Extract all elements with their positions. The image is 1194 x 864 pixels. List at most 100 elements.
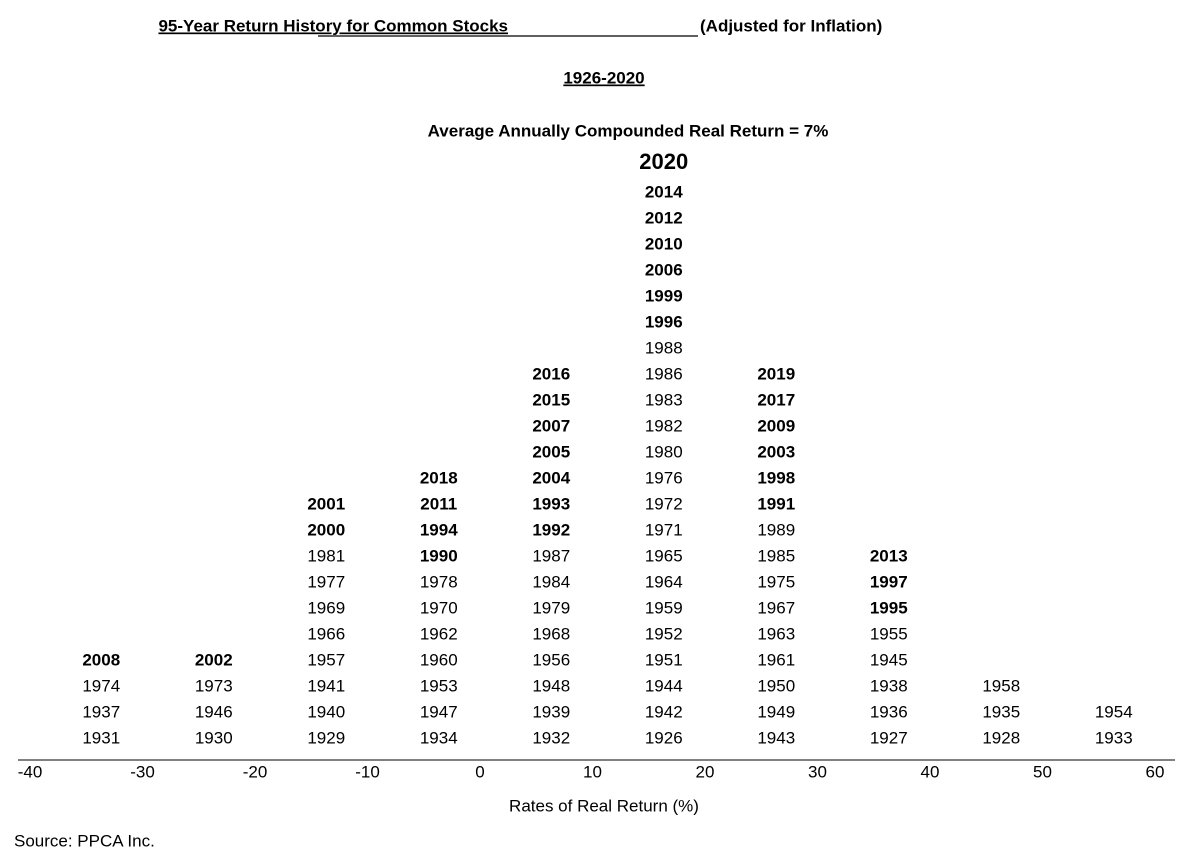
year-label: 1980 bbox=[645, 442, 683, 461]
year-label: 2018 bbox=[420, 468, 458, 487]
year-label: 1948 bbox=[532, 676, 570, 695]
year-label: 1945 bbox=[870, 650, 908, 669]
year-label: 2019 bbox=[757, 364, 795, 383]
year-label: 1958 bbox=[982, 676, 1020, 695]
year-label: 1961 bbox=[757, 650, 795, 669]
year-label: 1933 bbox=[1095, 728, 1133, 747]
year-label: 2003 bbox=[757, 442, 795, 461]
year-label: 1957 bbox=[307, 650, 345, 669]
year-label: 1995 bbox=[870, 598, 908, 617]
year-label: 1928 bbox=[982, 728, 1020, 747]
year-label: 1932 bbox=[532, 728, 570, 747]
year-label: 1997 bbox=[870, 572, 908, 591]
year-label: 1963 bbox=[757, 624, 795, 643]
x-axis-label: Rates of Real Return (%) bbox=[509, 796, 699, 815]
x-tick-label: 30 bbox=[808, 762, 827, 781]
year-label: 1960 bbox=[420, 650, 458, 669]
x-tick-label: 50 bbox=[1033, 762, 1052, 781]
year-label: 1927 bbox=[870, 728, 908, 747]
year-label: 1934 bbox=[420, 728, 458, 747]
x-tick-label: -30 bbox=[130, 762, 155, 781]
year-label: 2002 bbox=[195, 650, 233, 669]
year-label: 2012 bbox=[645, 208, 683, 227]
year-label: 1998 bbox=[757, 468, 795, 487]
x-tick-label: -40 bbox=[18, 762, 43, 781]
year-label: 1984 bbox=[532, 572, 570, 591]
year-label: 1930 bbox=[195, 728, 233, 747]
subtitle: Average Annually Compounded Real Return … bbox=[428, 121, 829, 140]
year-label: 1985 bbox=[757, 546, 795, 565]
year-label: 1974 bbox=[82, 676, 120, 695]
year-label: 1983 bbox=[645, 390, 683, 409]
x-tick-label: 60 bbox=[1146, 762, 1165, 781]
year-label: 2009 bbox=[757, 416, 795, 435]
year-label: 1952 bbox=[645, 624, 683, 643]
year-label: 1971 bbox=[645, 520, 683, 539]
year-label: 1964 bbox=[645, 572, 683, 591]
year-label: 1989 bbox=[757, 520, 795, 539]
period: 1926-2020 bbox=[563, 68, 644, 87]
year-label: 1992 bbox=[532, 520, 570, 539]
year-label: 1962 bbox=[420, 624, 458, 643]
year-label: 1973 bbox=[195, 676, 233, 695]
year-label: 2016 bbox=[532, 364, 570, 383]
year-label: 1972 bbox=[645, 494, 683, 513]
year-label: 1931 bbox=[82, 728, 120, 747]
year-label: 2010 bbox=[645, 234, 683, 253]
year-label: 1954 bbox=[1095, 702, 1133, 721]
year-label: 1967 bbox=[757, 598, 795, 617]
year-label: 2017 bbox=[757, 390, 795, 409]
year-label: 1970 bbox=[420, 598, 458, 617]
year-label: 1994 bbox=[420, 520, 458, 539]
year-label: 1999 bbox=[645, 286, 683, 305]
year-label: 1959 bbox=[645, 598, 683, 617]
year-label: 1929 bbox=[307, 728, 345, 747]
year-label: 1926 bbox=[645, 728, 683, 747]
x-tick-label: -10 bbox=[355, 762, 380, 781]
year-label: 2008 bbox=[82, 650, 120, 669]
year-label: 2006 bbox=[645, 260, 683, 279]
year-label: 1988 bbox=[645, 338, 683, 357]
year-label: 2000 bbox=[307, 520, 345, 539]
year-label: 1968 bbox=[532, 624, 570, 643]
x-tick-label: 40 bbox=[921, 762, 940, 781]
chart-title: 95-Year Return History for Common Stocks bbox=[158, 16, 508, 35]
year-label: 2007 bbox=[532, 416, 570, 435]
year-label: 1935 bbox=[982, 702, 1020, 721]
year-label: 1953 bbox=[420, 676, 458, 695]
year-label: 1982 bbox=[645, 416, 683, 435]
year-label: 2015 bbox=[532, 390, 570, 409]
year-label: 1941 bbox=[307, 676, 345, 695]
year-label: 2004 bbox=[532, 468, 570, 487]
year-label: 1955 bbox=[870, 624, 908, 643]
year-label: 1969 bbox=[307, 598, 345, 617]
year-label: 1966 bbox=[307, 624, 345, 643]
year-label: 2001 bbox=[307, 494, 345, 513]
year-label: 1939 bbox=[532, 702, 570, 721]
year-label: 1987 bbox=[532, 546, 570, 565]
year-label: 1936 bbox=[870, 702, 908, 721]
year-label: 1943 bbox=[757, 728, 795, 747]
x-tick-label: 20 bbox=[696, 762, 715, 781]
x-tick-label: 10 bbox=[583, 762, 602, 781]
year-label: 1937 bbox=[82, 702, 120, 721]
year-label: 1993 bbox=[532, 494, 570, 513]
year-label: 1956 bbox=[532, 650, 570, 669]
year-label: 1940 bbox=[307, 702, 345, 721]
year-label: 2005 bbox=[532, 442, 570, 461]
year-label: 1977 bbox=[307, 572, 345, 591]
year-label: 1996 bbox=[645, 312, 683, 331]
year-label: 1981 bbox=[307, 546, 345, 565]
year-label: 1986 bbox=[645, 364, 683, 383]
year-label: 1979 bbox=[532, 598, 570, 617]
year-label: 1947 bbox=[420, 702, 458, 721]
year-label: 1990 bbox=[420, 546, 458, 565]
year-label: 2020 bbox=[639, 149, 688, 174]
chart-title-suffix: (Adjusted for Inflation) bbox=[700, 16, 882, 35]
year-label: 2014 bbox=[645, 182, 683, 201]
year-label: 1949 bbox=[757, 702, 795, 721]
source: Source: PPCA Inc. bbox=[14, 831, 155, 850]
year-label: 1946 bbox=[195, 702, 233, 721]
year-label: 1942 bbox=[645, 702, 683, 721]
year-label: 1965 bbox=[645, 546, 683, 565]
